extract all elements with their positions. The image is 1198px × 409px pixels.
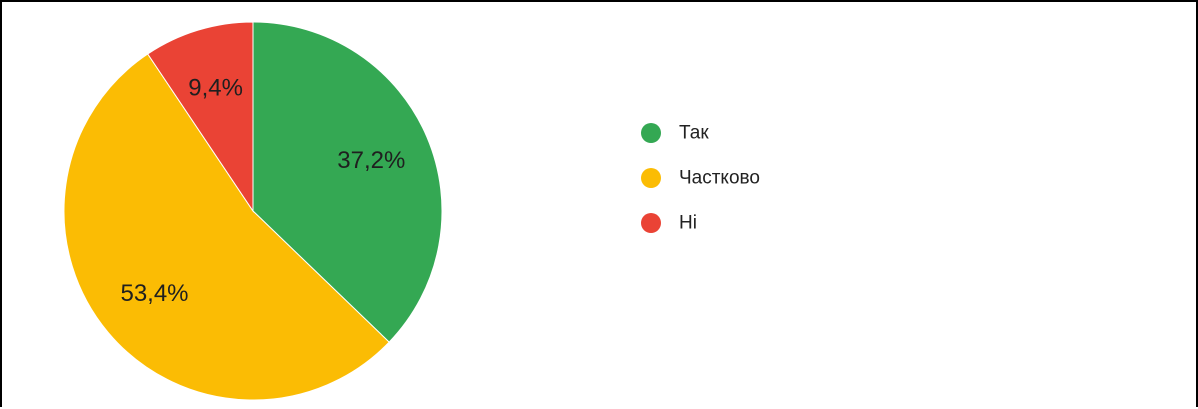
legend: Так Частково Ні <box>641 123 760 234</box>
pie-slice-1 <box>63 53 390 401</box>
pie-slices <box>63 21 443 401</box>
pie-slice-2 <box>147 21 254 213</box>
slice-value-label-0: 37,2% <box>337 147 405 174</box>
legend-swatch-1 <box>641 168 661 188</box>
slice-value-label-1: 53,4% <box>120 280 188 307</box>
pie-slice-0 <box>252 21 443 343</box>
legend-swatch-2 <box>641 213 661 233</box>
legend-swatch-0 <box>641 123 661 143</box>
legend-label-0: Так <box>679 123 709 144</box>
slice-value-label-2: 9,4% <box>188 75 243 102</box>
legend-label-1: Частково <box>679 168 760 189</box>
pie-labels: 37,2% 53,4% 9,4% <box>120 75 405 308</box>
legend-label-2: Ні <box>679 213 697 234</box>
